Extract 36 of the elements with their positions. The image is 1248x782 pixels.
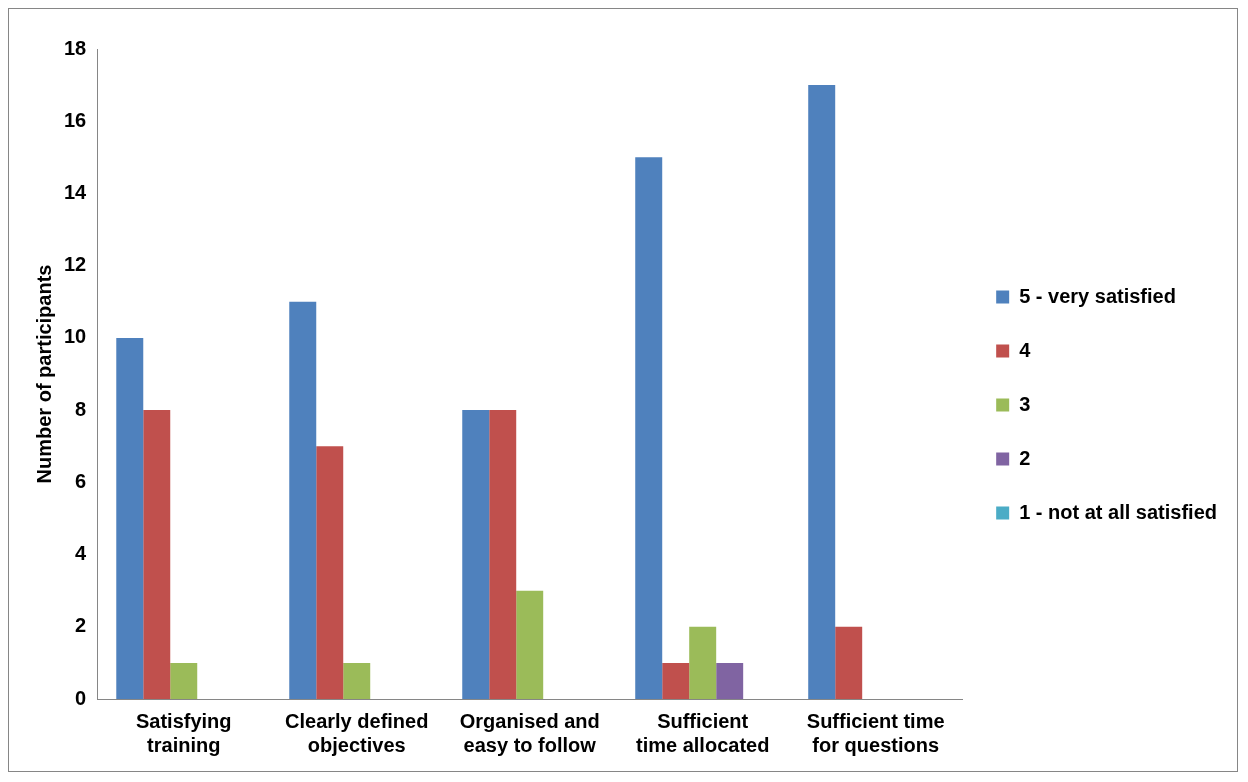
bar: [289, 301, 317, 699]
x-tick-label: Sufficient time allocated: [636, 709, 770, 756]
y-tick-label: 18: [64, 36, 87, 59]
bar: [343, 662, 371, 699]
legend-label: 3: [1019, 392, 1031, 415]
x-tick-label: Satisfying training: [135, 709, 232, 756]
bar: [170, 662, 198, 699]
legend-label: 4: [1019, 338, 1032, 361]
bar: [662, 662, 690, 699]
bar: [635, 157, 663, 699]
bar: [716, 662, 744, 699]
legend-label: 5 - very satisfied: [1019, 284, 1176, 307]
y-tick-label: 8: [75, 397, 87, 420]
x-tick-label: Clearly defined objectives: [285, 709, 429, 756]
bar: [489, 410, 517, 699]
y-tick-label: 10: [64, 325, 87, 348]
bar: [516, 590, 544, 699]
bar: [116, 337, 144, 699]
bar: [316, 446, 344, 699]
x-tick-label: Sufficient time for questions: [806, 709, 945, 756]
y-tick-label: 14: [64, 180, 88, 203]
y-tick-label: 4: [75, 542, 88, 565]
bar: [462, 410, 490, 699]
bar: [689, 626, 717, 699]
y-tick-label: 0: [75, 686, 87, 709]
y-tick-label: 12: [64, 253, 87, 276]
legend-label: 2: [1019, 446, 1031, 469]
x-tick-label: Organised and easy to follow: [459, 709, 600, 756]
y-tick-label: 2: [75, 614, 87, 637]
y-axis-title: Number of participants: [32, 264, 55, 484]
y-tick-label: 6: [75, 469, 87, 492]
legend-label: 1 - not at all satisfied: [1019, 500, 1218, 523]
bar: [143, 410, 171, 699]
bar: [835, 626, 863, 699]
y-tick-label: 16: [64, 108, 87, 131]
bar: [808, 85, 836, 699]
